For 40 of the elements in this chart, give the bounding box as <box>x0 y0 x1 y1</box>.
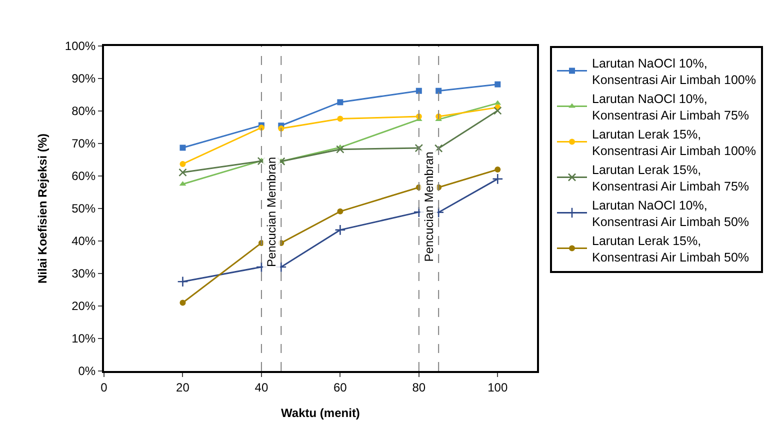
annotation: Pencucian Membran <box>422 152 436 262</box>
legend-label: Larutan NaOCl 10%, Konsentrasi Air Limbah 75% <box>592 92 750 122</box>
legend-label: Larutan Lerak 15%, Konsentrasi Air Limbah 100% <box>592 128 756 158</box>
y-tick-label: 80% <box>72 104 96 118</box>
point <box>494 166 501 172</box>
point <box>180 160 186 167</box>
point <box>177 276 188 288</box>
point <box>492 173 504 184</box>
y-tick-label: 100% <box>64 39 96 54</box>
y-tick-label: 20% <box>72 299 96 314</box>
point <box>180 300 186 306</box>
y-tick-label: 60% <box>72 169 96 184</box>
y-tick-label: 30% <box>72 266 96 281</box>
point <box>436 88 442 94</box>
legend-label: Larutan Lerak 15%, Konsentrasi Air Limbah 75% <box>592 163 750 194</box>
y-tick-label: 0% <box>78 364 96 378</box>
x-axis-title: Waktu (menit) <box>281 406 360 420</box>
point <box>257 156 266 166</box>
point <box>493 106 502 115</box>
point <box>258 124 264 131</box>
point <box>178 168 187 177</box>
x-tick-label: 0 <box>100 380 108 394</box>
y-axis-title: Nilai Koefisien Rejeksi (%) <box>36 133 50 284</box>
legend-label: Larutan NaOCl 10%, Konsentrasi Air Limbah 100% <box>592 56 756 87</box>
y-tick-label: 90% <box>72 72 96 86</box>
x-tick-label: 40 <box>254 380 268 394</box>
y-tick-label: 70% <box>72 136 96 151</box>
y-tick-label: 40% <box>72 234 96 248</box>
legend-label: Larutan NaOCl 10%, Konsentrasi Air Limbah 50% <box>592 198 750 229</box>
x-tick-label: 60 <box>334 380 348 394</box>
point <box>180 144 186 151</box>
legend-label: Larutan Lerak 15%, Konsentrasi Air Limbah 50% <box>592 234 750 264</box>
x-tick-label: 80 <box>412 380 426 394</box>
annotation: Pencucian Membran <box>264 156 279 268</box>
point <box>434 144 443 153</box>
point <box>494 81 501 88</box>
x-tick-label: 20 <box>176 380 190 394</box>
y-tick-label: 50% <box>72 202 96 216</box>
x-tick-label: 100 <box>488 380 508 394</box>
y-tick-label: 10% <box>72 332 96 346</box>
